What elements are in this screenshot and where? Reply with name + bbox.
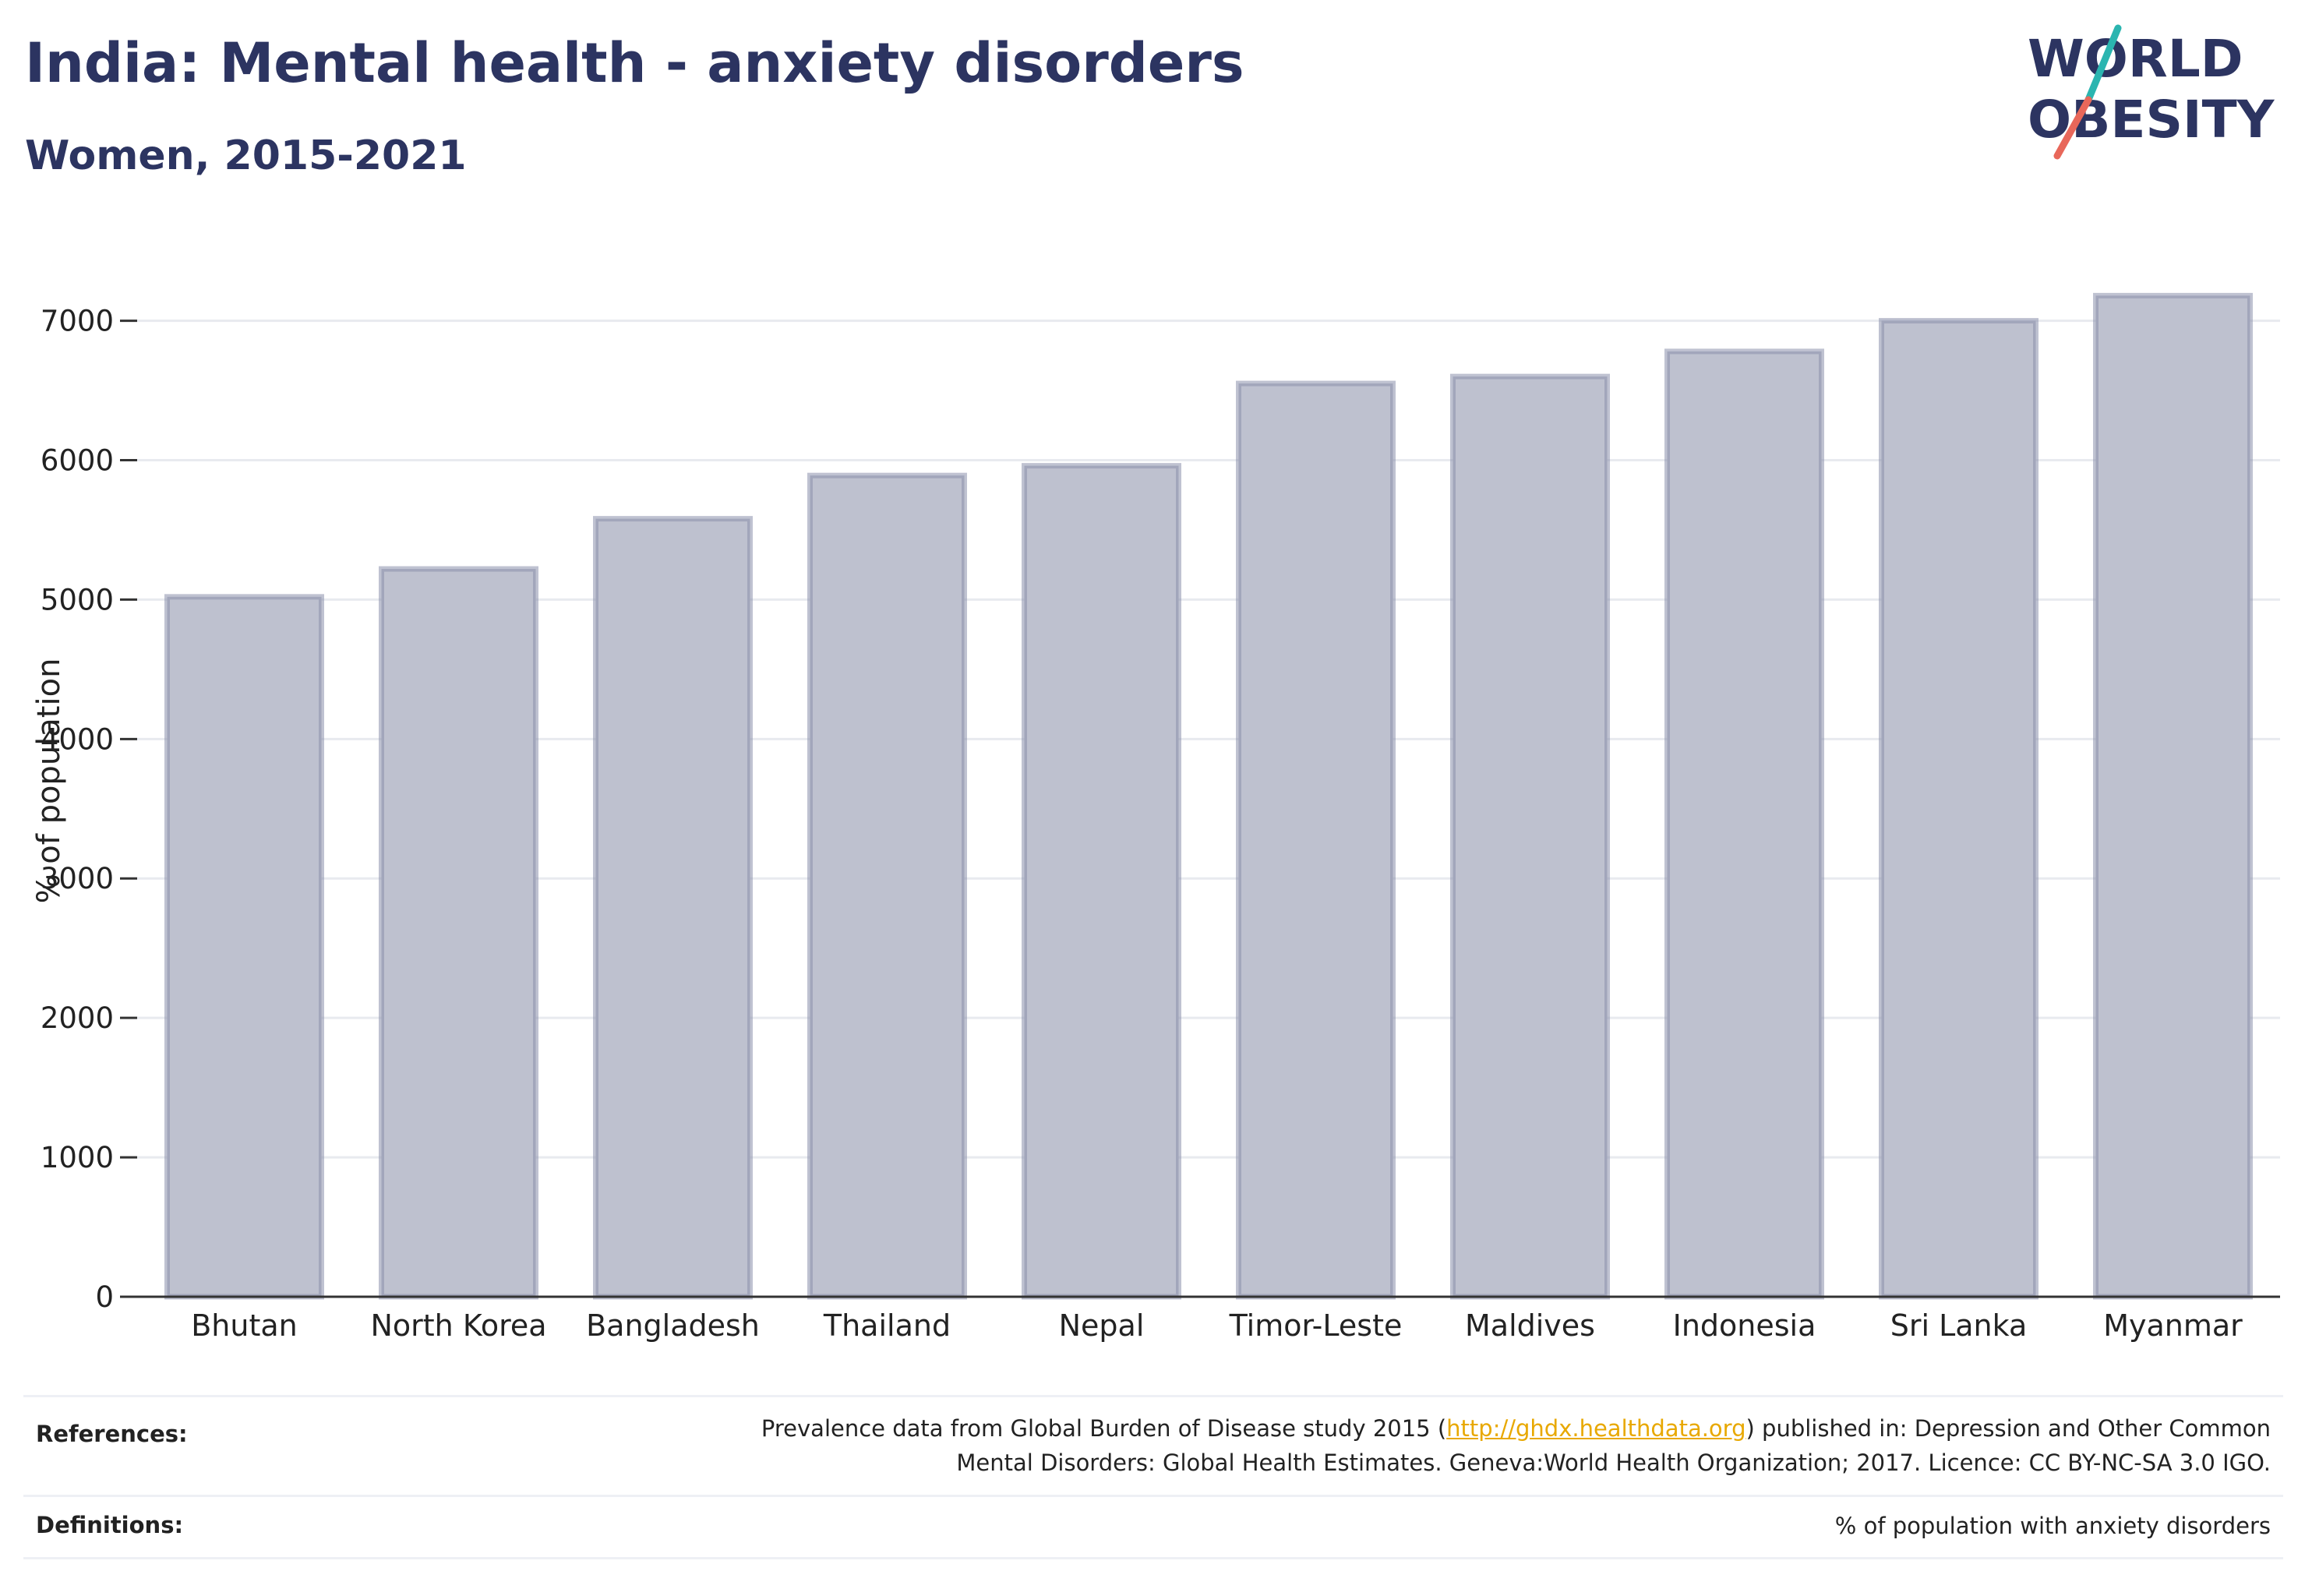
- x-tick-label: Bangladesh: [586, 1308, 760, 1343]
- y-axis-label: % of population: [31, 659, 67, 904]
- references-line2: Mental Disorders: Global Health Estimate…: [956, 1449, 2271, 1476]
- y-tick-label: 7000: [41, 305, 114, 338]
- definitions-label: Definitions:: [36, 1512, 184, 1538]
- logo-slash-top: [2084, 24, 2122, 104]
- bar: [593, 516, 753, 1300]
- bar: [379, 566, 538, 1300]
- y-tick-label: 5000: [41, 583, 114, 616]
- bar: [1664, 348, 1824, 1300]
- bar: [1022, 463, 1181, 1300]
- bar: [807, 472, 967, 1300]
- logo-slash-bottom: [2053, 96, 2092, 160]
- world-obesity-logo: WORLD OBESITY: [2028, 24, 2275, 160]
- bar: [2093, 292, 2253, 1300]
- x-tick-label: Myanmar: [2103, 1308, 2243, 1343]
- x-tick-label: Sri Lanka: [1890, 1308, 2028, 1343]
- chart-title: India: Mental health - anxiety disorders: [25, 31, 1244, 95]
- x-tick-label: Indonesia: [1673, 1308, 1816, 1343]
- bar: [1879, 318, 2038, 1300]
- references-text: Prevalence data from Global Burden of Di…: [761, 1411, 2271, 1480]
- references-link[interactable]: http://ghdx.healthdata.org: [1446, 1415, 1746, 1442]
- references-label: References:: [36, 1421, 188, 1447]
- definitions-row: Definitions: % of population with anxiet…: [23, 1495, 2283, 1559]
- bar: [1236, 380, 1396, 1300]
- references-row: References: Prevalence data from Global …: [23, 1395, 2283, 1497]
- y-tick-label: 6000: [41, 443, 114, 477]
- x-tick-label: Nepal: [1059, 1308, 1145, 1343]
- chart-subtitle: Women, 2015-2021: [25, 132, 467, 179]
- x-tick-label: Timor-Leste: [1229, 1308, 1403, 1343]
- x-tick-label: Bhutan: [191, 1308, 298, 1343]
- y-tick-label: 2000: [41, 1001, 114, 1035]
- bar: [164, 594, 324, 1300]
- y-tick-label: 3000: [41, 862, 114, 895]
- bar-chart: 0 1000 2000 3000 4000 5000 6000 7000 % of popula…: [31, 292, 2280, 1343]
- logo-text-line1: WORLD: [2028, 29, 2243, 89]
- x-tick-label: North Korea: [370, 1308, 546, 1343]
- references-line1-post: ) published in: Depression and Other Com…: [1746, 1415, 2271, 1442]
- y-tick-label: 4000: [41, 722, 114, 756]
- x-tick-label: Maldives: [1465, 1308, 1595, 1343]
- y-tick-label: 1000: [41, 1141, 114, 1174]
- references-line1-pre: Prevalence data from Global Burden of Di…: [761, 1415, 1447, 1442]
- definitions-text: % of population with anxiety disorders: [1834, 1513, 2271, 1539]
- x-tick-label: Thailand: [823, 1308, 951, 1343]
- bar: [1450, 373, 1610, 1300]
- y-tick-label: 0: [95, 1280, 114, 1314]
